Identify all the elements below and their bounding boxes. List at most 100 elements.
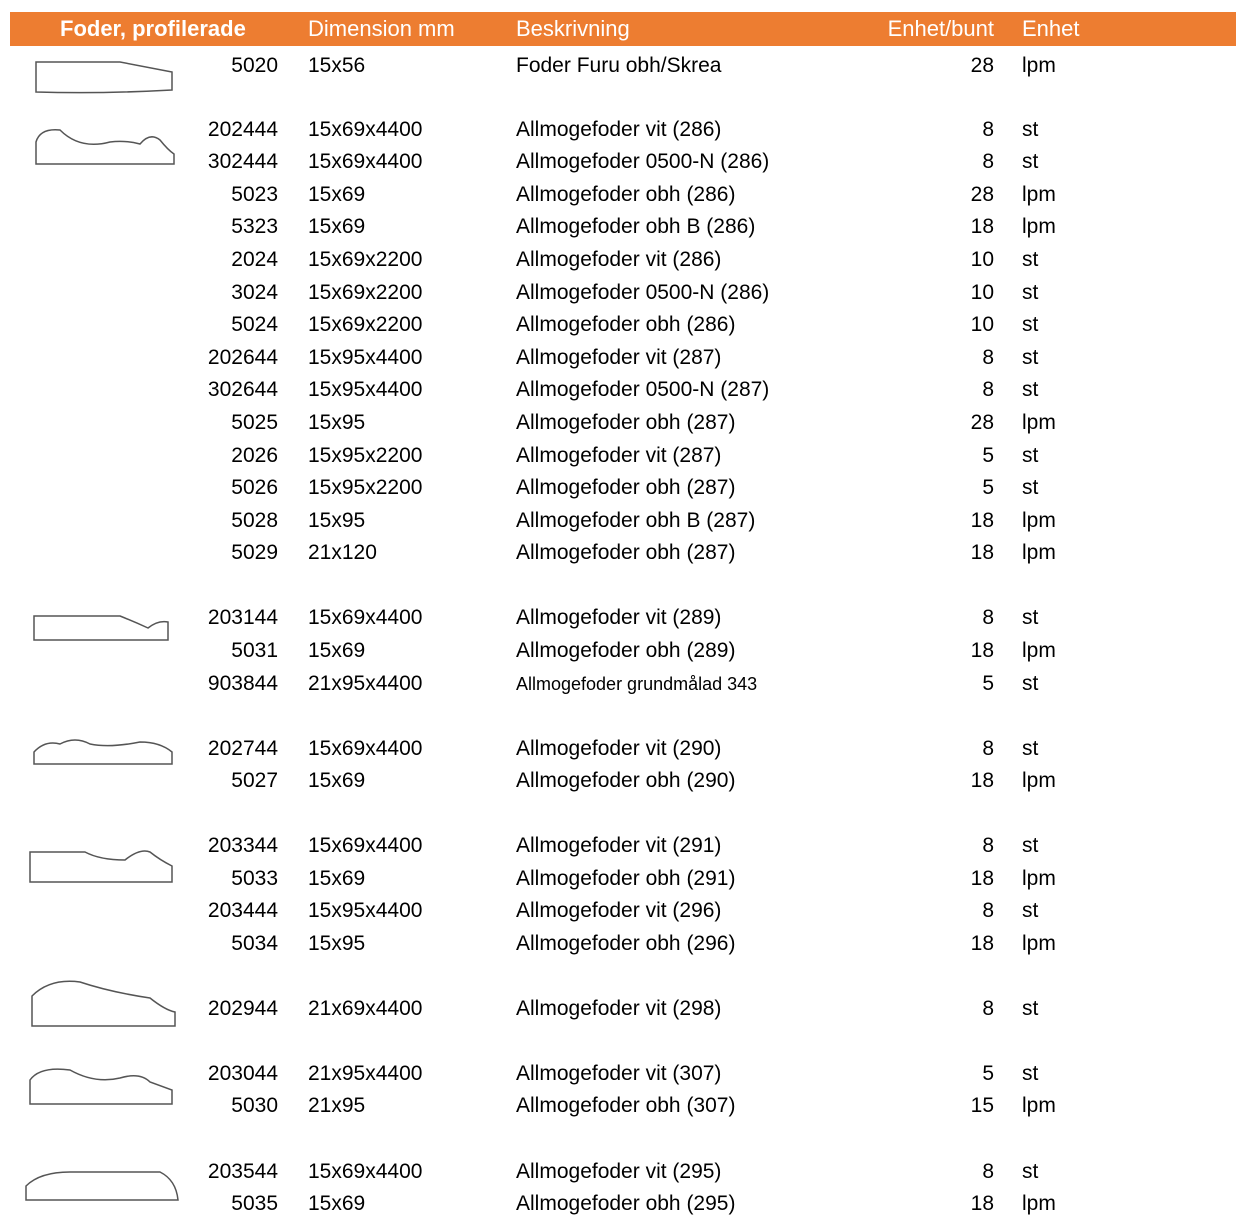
code: 903844 xyxy=(208,670,278,698)
code: 302444 xyxy=(208,148,278,176)
units-per-bundle: 18 xyxy=(971,637,994,665)
code: 203344 xyxy=(208,832,278,860)
unit: lpm xyxy=(1022,181,1056,209)
units-per-bundle: 18 xyxy=(971,865,994,893)
units-per-bundle: 5 xyxy=(982,1060,994,1088)
dimension: 21x120 xyxy=(308,539,377,567)
dimension: 21x95 xyxy=(308,1092,365,1120)
units-per-bundle: 5 xyxy=(982,474,994,502)
code: 5024 xyxy=(231,311,278,339)
profile xyxy=(34,740,172,764)
description: Allmogefoder vit (295) xyxy=(516,1158,721,1186)
dimension: 15x95x4400 xyxy=(308,376,422,404)
units-per-bundle: 8 xyxy=(982,376,994,404)
code: 203144 xyxy=(208,604,278,632)
dimension: 15x69x4400 xyxy=(308,832,422,860)
code: 202944 xyxy=(208,995,278,1023)
code: 5031 xyxy=(231,637,278,665)
units-per-bundle: 8 xyxy=(982,604,994,632)
units-per-bundle: 8 xyxy=(982,832,994,860)
description: Allmogefoder vit (290) xyxy=(516,735,721,763)
unit: st xyxy=(1022,442,1038,470)
description: Foder Furu obh/Skrea xyxy=(516,52,721,80)
description: Allmogefoder obh (295) xyxy=(516,1190,735,1218)
code: 5029 xyxy=(231,539,278,567)
dimension: 15x69x4400 xyxy=(308,1158,422,1186)
units-per-bundle: 18 xyxy=(971,539,994,567)
profile xyxy=(36,130,174,164)
unit: st xyxy=(1022,897,1038,925)
unit: st xyxy=(1022,1158,1038,1186)
units-per-bundle: 8 xyxy=(982,897,994,925)
dimension: 15x95x4400 xyxy=(308,344,422,372)
description: Allmogefoder 0500-N (286) xyxy=(516,279,769,307)
description: Allmogefoder vit (296) xyxy=(516,897,721,925)
profile xyxy=(36,62,172,93)
dimension: 15x69 xyxy=(308,1190,365,1218)
description: Allmogefoder obh (287) xyxy=(516,539,735,567)
unit: st xyxy=(1022,995,1038,1023)
unit: lpm xyxy=(1022,52,1056,80)
unit: st xyxy=(1022,116,1038,144)
description: Allmogefoder 0500-N (287) xyxy=(516,376,769,404)
unit: lpm xyxy=(1022,767,1056,795)
code: 5026 xyxy=(231,474,278,502)
unit: lpm xyxy=(1022,539,1056,567)
page: Foder, profilerade Dimension mm Beskrivn… xyxy=(0,0,1236,1216)
dimension: 15x69 xyxy=(308,213,365,241)
unit: st xyxy=(1022,148,1038,176)
unit: st xyxy=(1022,832,1038,860)
units-per-bundle: 15 xyxy=(971,1092,994,1120)
unit: lpm xyxy=(1022,930,1056,958)
dimension: 15x69x2200 xyxy=(308,279,422,307)
dimension: 15x69 xyxy=(308,181,365,209)
code: 5023 xyxy=(231,181,278,209)
profile xyxy=(32,981,175,1026)
code: 5028 xyxy=(231,507,278,535)
dimension: 21x69x4400 xyxy=(308,995,422,1023)
units-per-bundle: 18 xyxy=(971,930,994,958)
unit: lpm xyxy=(1022,1190,1056,1218)
dimension: 15x69 xyxy=(308,637,365,665)
dimension: 15x69x2200 xyxy=(308,311,422,339)
units-per-bundle: 10 xyxy=(971,279,994,307)
dimension: 15x95x2200 xyxy=(308,442,422,470)
dimension: 15x69x4400 xyxy=(308,735,422,763)
units-per-bundle: 18 xyxy=(971,507,994,535)
dimension: 15x95x4400 xyxy=(308,897,422,925)
unit: st xyxy=(1022,246,1038,274)
description: Allmogefoder obh B (287) xyxy=(516,507,755,535)
dimension: 15x69 xyxy=(308,865,365,893)
code: 2024 xyxy=(231,246,278,274)
description: Allmogefoder obh (287) xyxy=(516,474,735,502)
description: Allmogefoder vit (286) xyxy=(516,116,721,144)
description: Allmogefoder vit (307) xyxy=(516,1060,721,1088)
dimension: 15x95 xyxy=(308,930,365,958)
code: 203044 xyxy=(208,1060,278,1088)
unit: st xyxy=(1022,735,1038,763)
unit: st xyxy=(1022,474,1038,502)
dimension: 15x95 xyxy=(308,507,365,535)
unit: st xyxy=(1022,376,1038,404)
units-per-bundle: 5 xyxy=(982,670,994,698)
unit: lpm xyxy=(1022,507,1056,535)
description: Allmogefoder grundmålad 343 xyxy=(516,670,757,698)
description: Allmogefoder obh (287) xyxy=(516,409,735,437)
code: 5034 xyxy=(231,930,278,958)
code: 5323 xyxy=(231,213,278,241)
description: Allmogefoder vit (291) xyxy=(516,832,721,860)
column-header: Dimension mm xyxy=(308,12,455,46)
unit: st xyxy=(1022,604,1038,632)
dimension: 15x95x2200 xyxy=(308,474,422,502)
units-per-bundle: 18 xyxy=(971,767,994,795)
description: Allmogefoder obh (289) xyxy=(516,637,735,665)
units-per-bundle: 8 xyxy=(982,1158,994,1186)
dimension: 21x95x4400 xyxy=(308,1060,422,1088)
unit: st xyxy=(1022,279,1038,307)
dimension: 15x56 xyxy=(308,52,365,80)
description: Allmogefoder vit (287) xyxy=(516,344,721,372)
code: 3024 xyxy=(231,279,278,307)
profile xyxy=(34,616,168,640)
code: 5025 xyxy=(231,409,278,437)
code: 202444 xyxy=(208,116,278,144)
